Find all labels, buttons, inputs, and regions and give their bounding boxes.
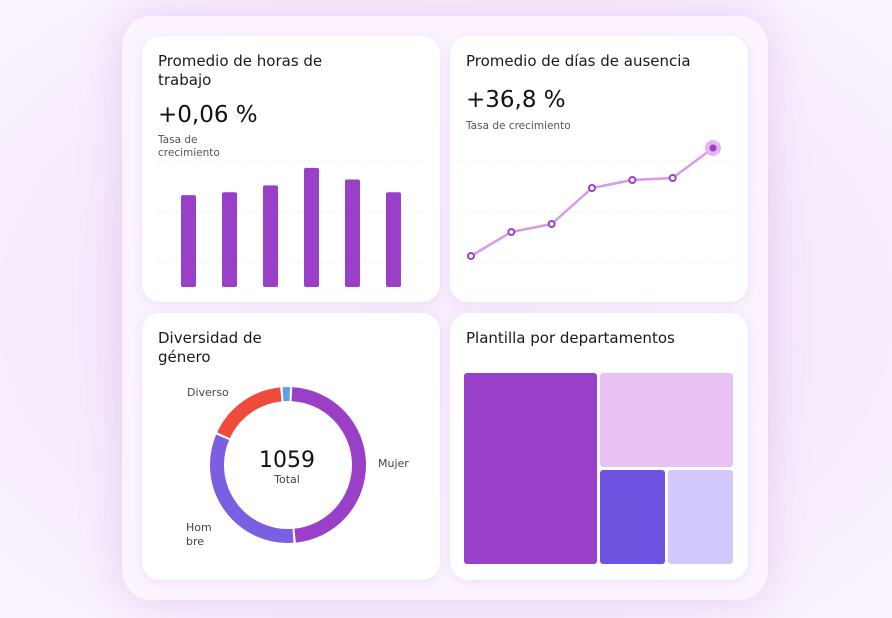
bar <box>345 179 360 287</box>
metric-label: Tasa de crecimiento <box>466 120 571 132</box>
dept-block-3 <box>600 470 665 564</box>
slice-woman <box>291 387 366 543</box>
card-title: Promedio de horas de trabajo <box>158 52 323 89</box>
data-point <box>467 252 475 260</box>
card-title: Plantilla por departamentos <box>466 329 675 347</box>
bar-chart <box>158 160 424 287</box>
dept-block-2 <box>600 373 733 467</box>
metric-label: Tasa de crecimiento <box>158 134 220 159</box>
data-point <box>709 144 717 152</box>
slice-diverse <box>217 387 282 439</box>
donut-total-label: Total <box>274 473 300 486</box>
label-diverse: Diverso <box>187 386 229 399</box>
growth-metric: +36,8 % <box>466 87 566 113</box>
bar <box>263 185 278 287</box>
bar <box>181 195 196 287</box>
bar <box>222 192 237 287</box>
donut-total: 1059 <box>259 448 315 473</box>
data-point <box>547 220 556 228</box>
card-departments[interactable]: Plantilla por departamentos <box>450 313 748 580</box>
bar <box>386 192 401 287</box>
treemap-chart <box>464 373 733 564</box>
donut-center: 1059 Total <box>240 448 334 486</box>
series-line <box>470 146 714 258</box>
data-point <box>628 176 637 184</box>
data-point <box>668 174 677 182</box>
line-chart <box>460 140 736 263</box>
bar <box>304 167 319 287</box>
label-man: Hom bre <box>186 521 212 548</box>
slice-man <box>210 434 294 543</box>
card-work-hours[interactable]: Promedio de horas de trabajo +0,06 % Tas… <box>142 36 440 302</box>
growth-metric: +0,06 % <box>158 102 258 128</box>
data-point <box>588 184 596 192</box>
card-gender-diversity[interactable]: Diversidad de género 1059 Total Diverso … <box>142 313 440 580</box>
dept-block-4 <box>668 470 733 564</box>
donut-chart <box>210 387 366 543</box>
card-absence-days[interactable]: Promedio de días de ausencia +36,8 % Tas… <box>450 36 748 302</box>
dept-block-1 <box>464 373 597 564</box>
card-title: Diversidad de género <box>158 329 262 366</box>
label-woman: Mujer <box>378 457 409 470</box>
data-point <box>507 228 516 236</box>
card-title: Promedio de días de ausencia <box>466 52 691 70</box>
